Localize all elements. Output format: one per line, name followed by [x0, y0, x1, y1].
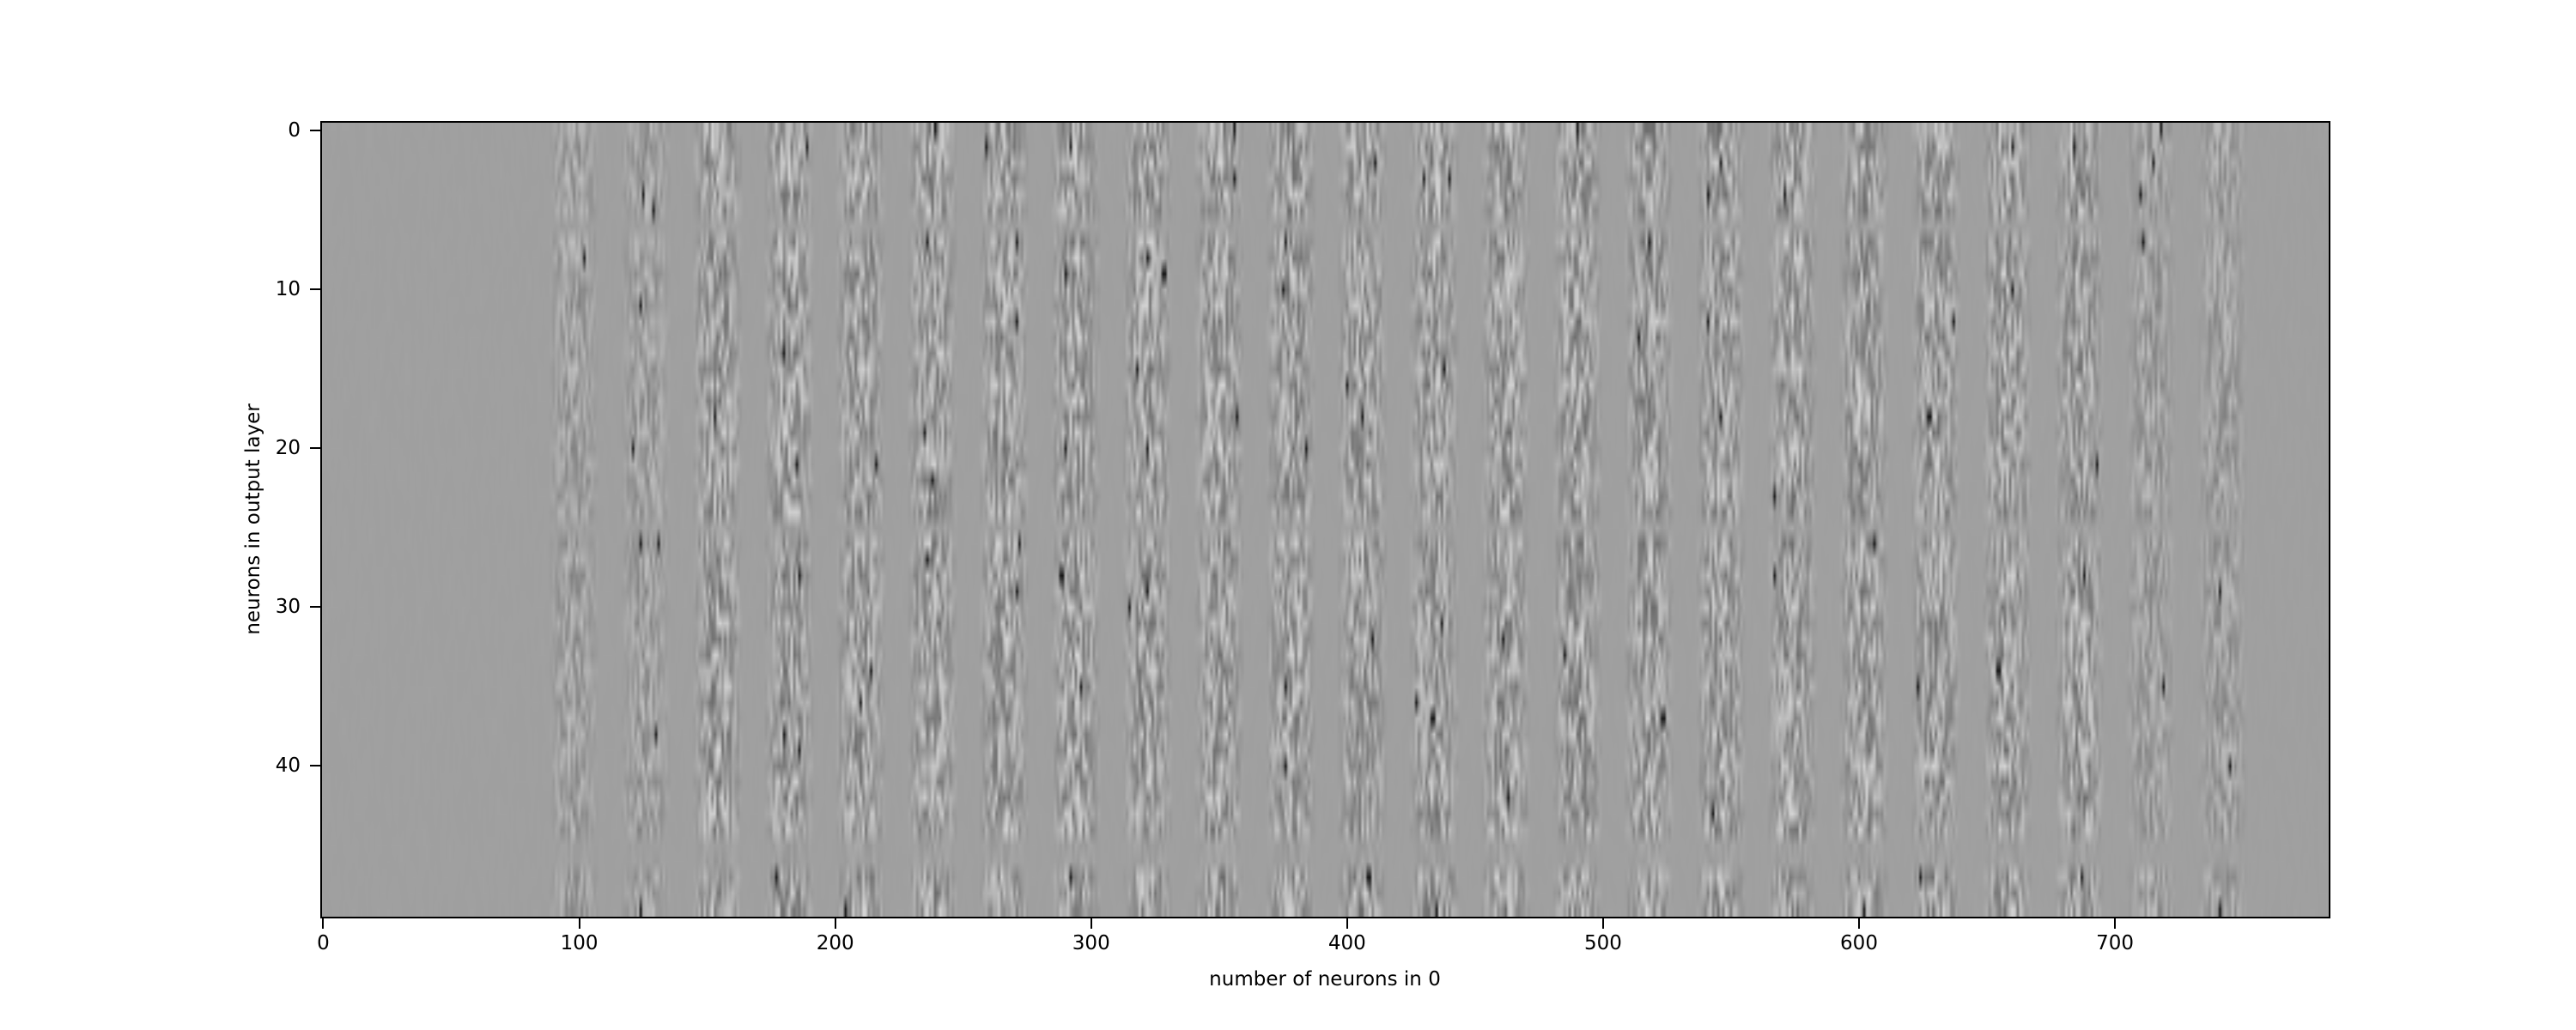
plot-frame	[320, 121, 2330, 918]
heatmap-area	[322, 123, 2329, 917]
y-tick	[310, 447, 320, 450]
x-tick-label: 200	[816, 932, 854, 954]
x-axis-label: number of neurons in 0	[1209, 968, 1441, 991]
x-tick-label: 100	[560, 932, 598, 954]
x-tick	[834, 918, 836, 929]
x-tick-label: 300	[1072, 932, 1110, 954]
y-tick	[310, 130, 320, 132]
x-tick	[1346, 918, 1348, 929]
x-tick	[1858, 918, 1860, 929]
y-tick	[310, 288, 320, 291]
y-tick-label: 10	[275, 278, 301, 301]
x-tick	[2114, 918, 2117, 929]
x-tick	[322, 918, 325, 929]
y-tick	[310, 606, 320, 609]
x-tick-label: 0	[317, 932, 330, 954]
x-tick	[578, 918, 580, 929]
x-tick	[1601, 918, 1604, 929]
y-tick-label: 30	[275, 596, 301, 619]
y-tick	[310, 765, 320, 767]
y-tick-label: 0	[288, 119, 301, 142]
y-tick-label: 20	[275, 437, 301, 460]
x-tick-label: 700	[2096, 932, 2135, 954]
x-tick-label: 600	[1840, 932, 1878, 954]
x-tick-label: 400	[1327, 932, 1366, 954]
x-tick-label: 500	[1583, 932, 1622, 954]
y-axis-label: neurons in output layer	[242, 403, 264, 635]
y-tick-label: 40	[275, 754, 301, 778]
heatmap-image	[322, 123, 2329, 917]
x-tick	[1090, 918, 1092, 929]
